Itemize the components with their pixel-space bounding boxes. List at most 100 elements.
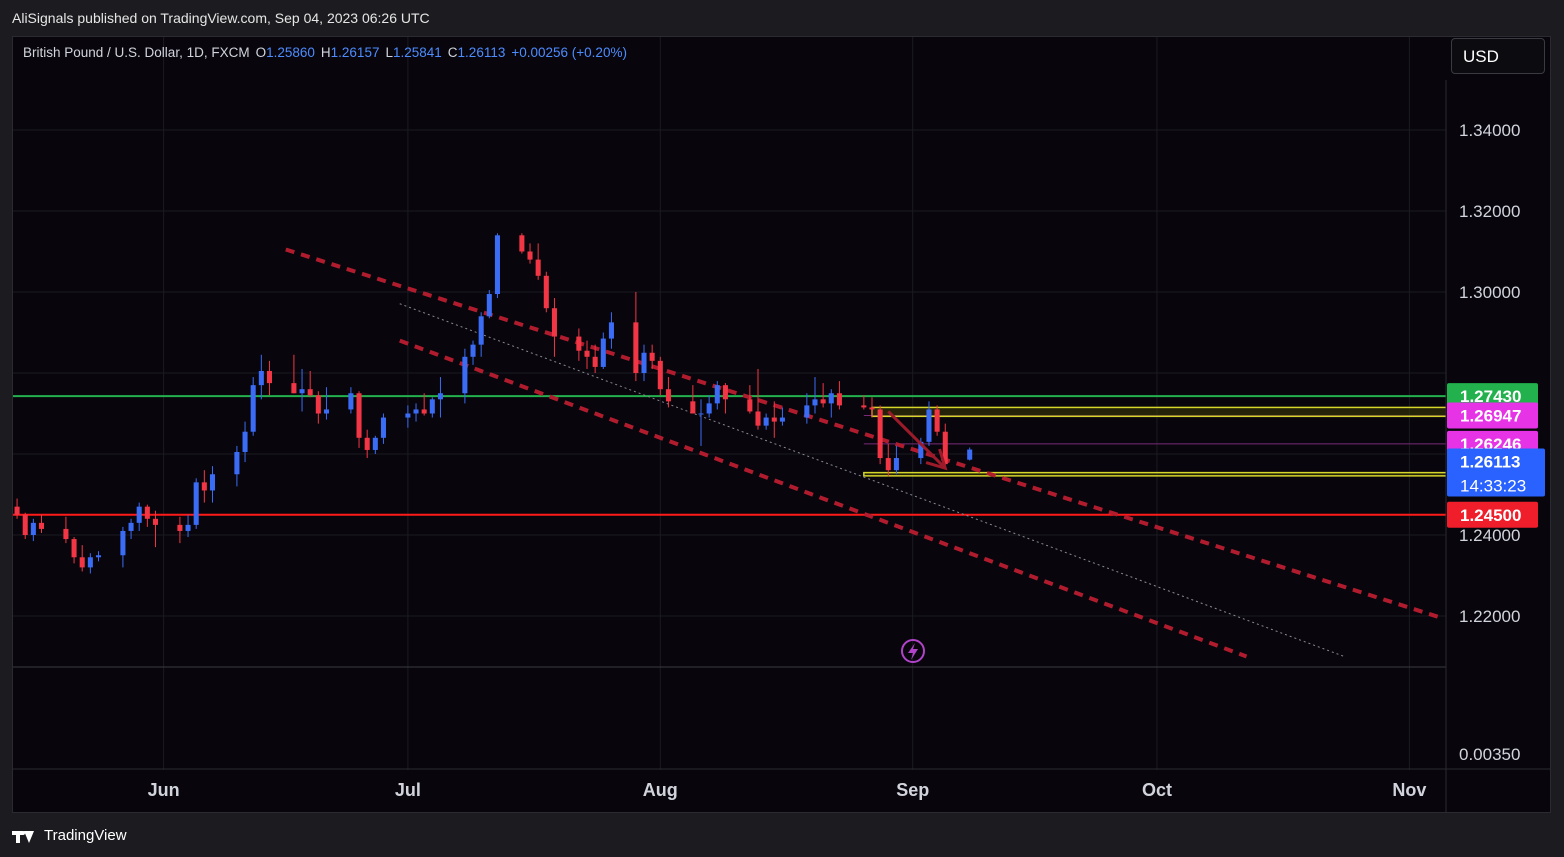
candle-body xyxy=(193,482,199,525)
candle-body xyxy=(608,322,614,339)
forecast-arrow xyxy=(887,410,948,471)
chart-frame[interactable] xyxy=(12,36,1551,813)
candle-body xyxy=(543,275,549,309)
tradingview-logo-icon xyxy=(12,828,38,844)
channel-midline xyxy=(399,303,1345,657)
price-label-value: 1.27430 xyxy=(1460,387,1521,406)
candle-body xyxy=(258,370,264,386)
candle-body xyxy=(470,344,476,357)
candle-body xyxy=(828,393,834,404)
candle-body xyxy=(79,557,85,568)
candle-body xyxy=(6,507,11,525)
lightning-icon-circle xyxy=(901,639,925,663)
candles xyxy=(6,233,973,574)
candle-body xyxy=(942,431,948,465)
candle-body xyxy=(120,530,126,556)
pane-separator xyxy=(13,80,1550,812)
price-label-value: 1.26113 xyxy=(1460,453,1521,472)
candle-body xyxy=(307,389,313,396)
candle-body xyxy=(486,294,492,317)
x-tick-label: Sep xyxy=(896,780,929,800)
x-tick-label: Jul xyxy=(395,780,421,800)
candle-body xyxy=(87,557,93,568)
indicator-value-label: 0.00350 xyxy=(1459,745,1520,764)
candle-body xyxy=(967,449,973,460)
low-label: L xyxy=(385,45,393,60)
candle-body xyxy=(30,522,36,535)
candle-body xyxy=(38,522,45,529)
candle-body xyxy=(698,413,704,415)
high-value: 1.26157 xyxy=(330,45,380,60)
price-label-box xyxy=(1447,501,1538,528)
candle-body xyxy=(714,385,720,404)
candle-body xyxy=(918,441,924,459)
candle-body xyxy=(706,403,712,414)
grid-lines xyxy=(13,37,1446,770)
candle-body xyxy=(234,451,240,475)
candle-body xyxy=(413,409,419,414)
candle-body xyxy=(722,385,728,400)
candle-body xyxy=(421,409,427,414)
symbol-name: British Pound / U.S. Dollar, 1D, FXCM xyxy=(23,45,250,60)
lightning-icon[interactable] xyxy=(901,639,925,663)
arrow-head xyxy=(925,448,948,471)
open-value: 1.25860 xyxy=(266,45,315,60)
candle-body xyxy=(877,409,883,459)
open-label: O xyxy=(255,45,267,60)
candle-body xyxy=(152,518,159,525)
x-tick-label: Aug xyxy=(643,780,678,800)
high-label: H xyxy=(320,45,331,60)
arrow-shaft xyxy=(887,410,947,470)
candle-body xyxy=(291,383,297,394)
candle-body xyxy=(144,506,150,519)
candle-body xyxy=(576,336,582,351)
candle-body xyxy=(348,393,354,410)
trend-channel xyxy=(285,247,1443,659)
candle-body xyxy=(95,555,102,558)
candle-body xyxy=(649,352,655,361)
symbol-legend: British Pound / U.S. Dollar, 1D, FXCM O1.… xyxy=(23,45,627,60)
candle-body xyxy=(185,524,191,531)
candle-body xyxy=(209,474,216,491)
candle-body xyxy=(266,370,272,384)
candle-body xyxy=(592,356,598,367)
low-value: 1.25841 xyxy=(392,45,442,60)
candle-body xyxy=(372,437,378,450)
y-tick-label: 1.24000 xyxy=(1459,526,1520,545)
price-axis[interactable]: 1.34000 1.32000 1.30000 1.22000 1.24000 0.003… xyxy=(1459,121,1520,764)
candle-body xyxy=(380,417,386,438)
candle-body xyxy=(405,413,411,418)
footer: TradingView xyxy=(0,813,1564,857)
candle-body xyxy=(63,528,69,540)
candle-body xyxy=(690,401,696,414)
candle-body xyxy=(315,395,321,414)
brand-name: TradingView xyxy=(44,827,127,844)
y-tick-label: 1.34000 xyxy=(1459,121,1520,140)
candle-body xyxy=(462,356,468,394)
candle-body xyxy=(584,350,590,357)
candle-body xyxy=(641,352,647,373)
y-tick-label: 1.30000 xyxy=(1459,283,1520,302)
candle-body xyxy=(820,399,826,404)
candle-body xyxy=(437,393,443,400)
candle-body xyxy=(747,399,753,412)
publish-info: AliSignals published on TradingView.com,… xyxy=(12,10,430,26)
candle-body xyxy=(657,360,663,390)
candle-body xyxy=(804,405,810,418)
candle-body xyxy=(177,524,183,531)
candle-body xyxy=(478,316,484,345)
candle-body xyxy=(771,417,777,422)
time-axis[interactable]: Jun Jul Aug Sep Oct Nov xyxy=(148,780,1427,800)
candle-body xyxy=(755,411,761,426)
candle-body xyxy=(633,322,639,373)
tradingview-brand[interactable]: TradingView xyxy=(12,827,127,844)
close-label: C xyxy=(447,45,458,60)
candle-body xyxy=(535,259,541,276)
y-tick-label: 1.22000 xyxy=(1459,607,1520,626)
candle-body xyxy=(14,506,20,515)
currency-button[interactable]: USD xyxy=(1451,38,1545,74)
candle-body xyxy=(299,389,305,394)
price-label-countdown: 14:33:23 xyxy=(1460,477,1526,496)
lower-channel xyxy=(399,338,1248,659)
